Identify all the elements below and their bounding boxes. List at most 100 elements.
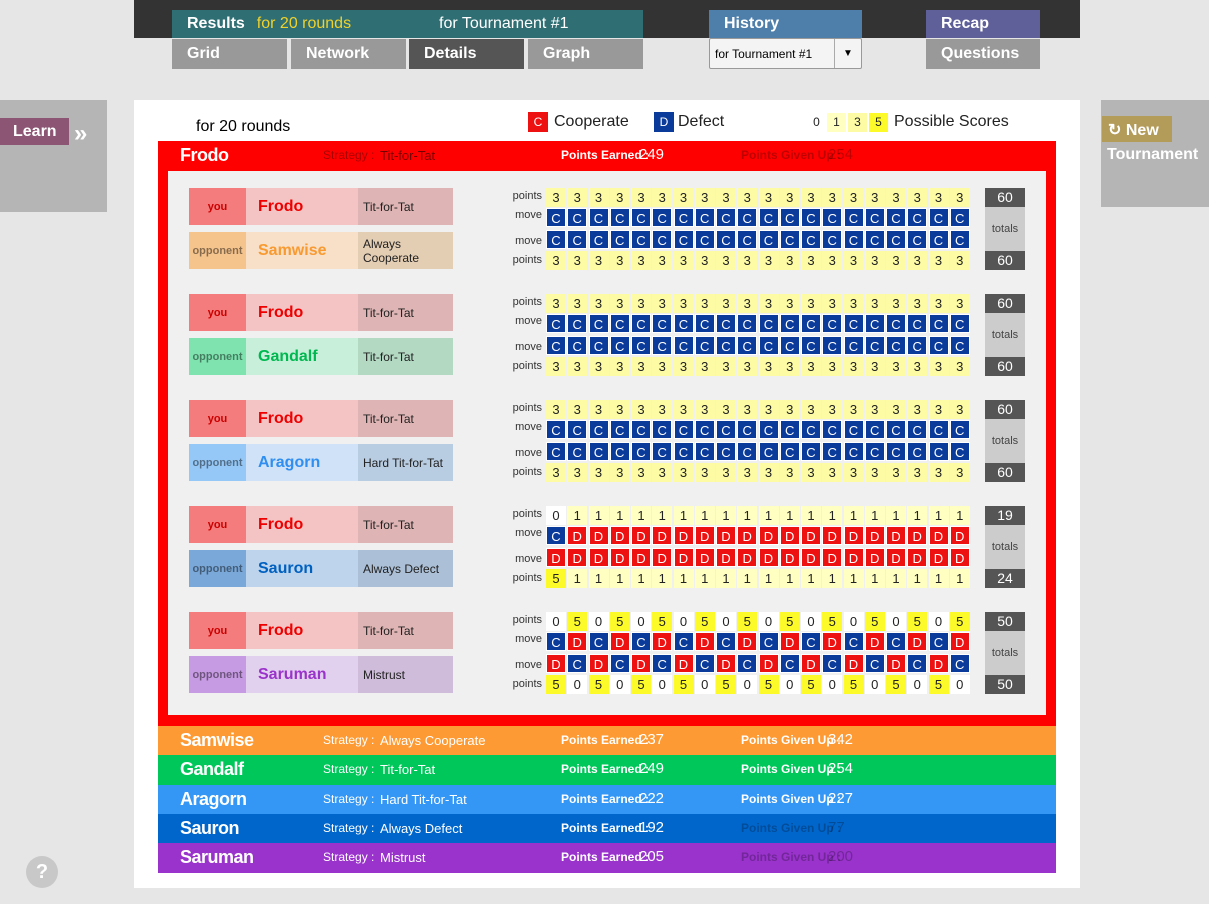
rounds-label: for 20 rounds [196, 118, 291, 135]
move-cell: C [737, 314, 758, 333]
double-chevron-right-icon[interactable]: » [74, 120, 88, 147]
you-strategy: Tit-for-Tat [358, 294, 453, 331]
score-cell: 3 [567, 251, 588, 270]
row-label-move: move [515, 527, 542, 539]
points-earned-value: 192 [639, 819, 665, 836]
score-cell: 3 [843, 463, 864, 482]
opponent-total: 60 [985, 357, 1025, 376]
move-cell: C [779, 314, 800, 333]
strategy-label: Strategy : [323, 762, 375, 776]
move-cell: C [886, 442, 906, 461]
score-swatch-3: 3 [848, 113, 867, 132]
match-sauron: you Frodo Tit-for-Tat opponent Sauron Always … [189, 506, 1029, 594]
score-cell: 5 [694, 612, 715, 631]
score-cell: 3 [716, 294, 736, 313]
dropdown-arrow-icon[interactable]: ▼ [834, 39, 861, 68]
move-cell: C [822, 230, 843, 249]
score-cell: 3 [567, 400, 588, 419]
player-row-gandalf[interactable]: Gandalf Strategy : Tit-for-Tat Points Earne… [158, 755, 1056, 785]
defect-legend-label: Defect [678, 113, 725, 130]
learn-panel: Learn » [0, 100, 107, 212]
move-cell: C [822, 208, 843, 227]
score-cell: 1 [652, 506, 673, 525]
tab-questions[interactable]: Questions [926, 39, 1040, 69]
move-cell: C [907, 336, 928, 355]
new-tournament-button[interactable]: ↻ New [1102, 116, 1172, 142]
move-cell: D [631, 654, 651, 673]
move-cell: D [843, 548, 864, 567]
score-cell: 0 [864, 675, 885, 694]
move-cell: C [631, 632, 651, 651]
move-cell: C [567, 336, 588, 355]
strategy-label: Strategy : [323, 148, 375, 162]
move-cell: D [588, 526, 609, 545]
points-given-up-label: Points Given Up : [741, 850, 842, 864]
history-select[interactable]: for Tournament #1 ▼ [709, 38, 862, 69]
tab-grid[interactable]: Grid [172, 39, 287, 69]
score-cell: 3 [546, 251, 566, 270]
tab-history[interactable]: History [709, 10, 862, 38]
player-row-samwise[interactable]: Samwise Strategy : Always Cooperate Points … [158, 726, 1056, 756]
move-cell: C [758, 230, 779, 249]
move-cell: C [673, 314, 694, 333]
score-cell: 1 [758, 506, 779, 525]
player-row-frodo[interactable]: Frodo Strategy : Tit-for-Tat Points Earned … [158, 141, 1056, 171]
score-cell: 3 [737, 188, 758, 207]
move-cell: C [843, 208, 864, 227]
score-cell: 3 [652, 188, 673, 207]
score-cell: 3 [546, 463, 566, 482]
score-cell: 3 [822, 400, 843, 419]
tab-details[interactable]: Details [409, 39, 524, 69]
player-name: Gandalf [180, 759, 244, 779]
opponent-name: Gandalf [246, 338, 358, 375]
score-cell: 3 [907, 463, 928, 482]
move-cell: C [843, 336, 864, 355]
match-saruman: you Frodo Tit-for-Tat opponent Saruman Mistru… [189, 612, 1029, 700]
move-cell: C [631, 420, 651, 439]
player-row-aragorn[interactable]: Aragorn Strategy : Hard Tit-for-Tat Points … [158, 785, 1056, 815]
you-total: 19 [985, 506, 1025, 525]
move-cell: C [609, 230, 630, 249]
score-cell: 3 [801, 251, 821, 270]
tab-recap[interactable]: Recap [926, 10, 1040, 38]
tab-graph[interactable]: Graph [528, 39, 643, 69]
points-given-up-value: 77 [828, 819, 845, 836]
score-cell: 3 [886, 463, 906, 482]
move-cell: D [588, 654, 609, 673]
move-cell: C [737, 336, 758, 355]
score-cell: 0 [546, 612, 566, 631]
new-tournament-panel[interactable]: ↻ New Tournament [1101, 100, 1209, 207]
points-given-up-value: 254 [828, 146, 854, 163]
score-cell: 3 [886, 251, 906, 270]
player-name: Aragorn [180, 789, 247, 809]
score-cell: 5 [716, 675, 736, 694]
you-total: 60 [985, 294, 1025, 313]
you-strategy: Tit-for-Tat [358, 612, 453, 649]
learn-button[interactable]: Learn [0, 118, 69, 145]
move-cell: D [737, 526, 758, 545]
strategy-label: Strategy : [323, 821, 375, 835]
score-cell: 3 [864, 188, 885, 207]
score-cell: 3 [716, 251, 736, 270]
tab-results[interactable]: Results for 20 rounds for Tournament #1 [172, 10, 643, 38]
help-icon[interactable]: ? [26, 856, 58, 888]
points-earned-label: Points Earned : [561, 762, 650, 776]
move-cell: C [801, 208, 821, 227]
row-label-move: move [515, 235, 542, 247]
score-cell: 0 [567, 675, 588, 694]
score-cell: 0 [588, 612, 609, 631]
player-row-sauron[interactable]: Sauron Strategy : Always Defect Points Earn… [158, 814, 1056, 844]
move-cell: D [801, 654, 821, 673]
score-cell: 3 [546, 357, 566, 376]
score-cell: 3 [949, 188, 970, 207]
player-name: Saruman [180, 847, 254, 867]
score-cell: 3 [609, 294, 630, 313]
move-cell: D [609, 548, 630, 567]
cooperate-legend-swatch: C [528, 112, 548, 132]
move-cell: C [567, 442, 588, 461]
tab-network[interactable]: Network [291, 39, 406, 69]
move-cell: D [886, 654, 906, 673]
score-cell: 3 [843, 400, 864, 419]
player-name: Samwise [180, 730, 254, 750]
player-row-saruman[interactable]: Saruman Strategy : Mistrust Points Earned :… [158, 843, 1056, 873]
